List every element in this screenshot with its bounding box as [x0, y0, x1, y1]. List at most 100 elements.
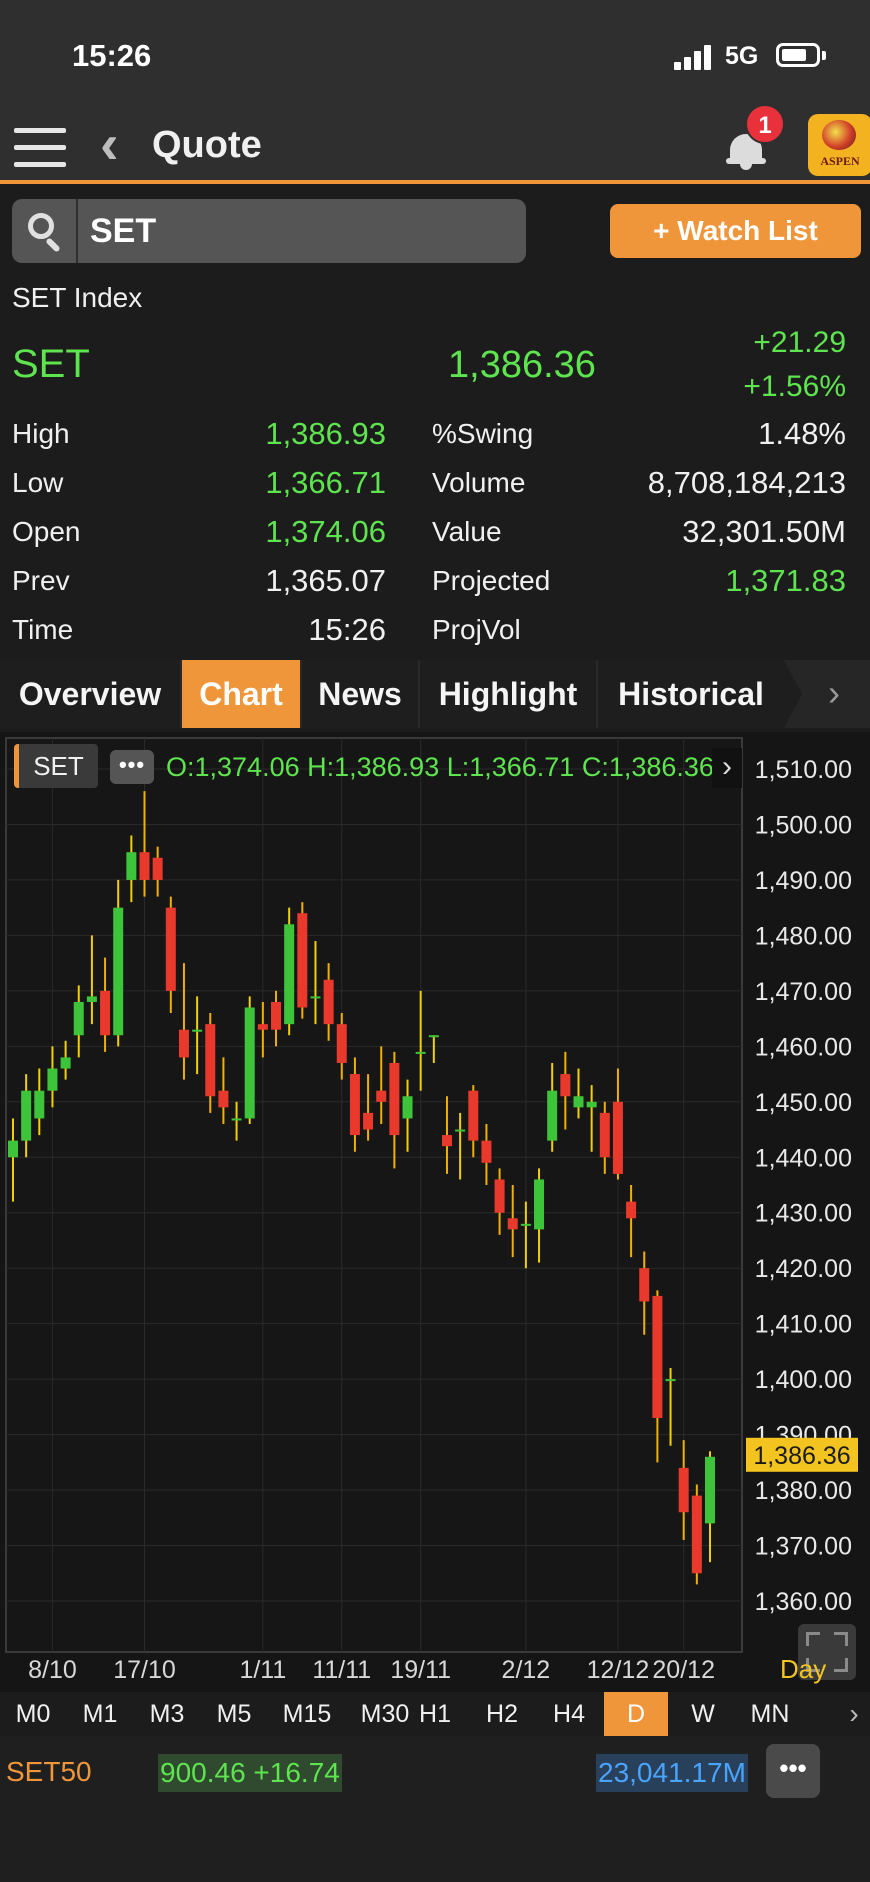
- candle-body: [323, 979, 334, 1025]
- plot-frame: [5, 737, 743, 1653]
- timeframe-h1[interactable]: H1: [419, 1700, 451, 1728]
- add-watchlist-button[interactable]: + Watch List: [610, 204, 861, 258]
- candle-body: [47, 1068, 58, 1091]
- price-change: +21.29: [753, 326, 846, 359]
- y-tick-label: 1,480.00: [755, 922, 852, 950]
- y-tick-label: 1,430.00: [755, 1200, 852, 1228]
- candle-body: [257, 1024, 268, 1030]
- y-tick-label: 1,510.00: [755, 756, 852, 784]
- y-tick-label: 1,370.00: [755, 1533, 852, 1561]
- timeframe-mn[interactable]: MN: [750, 1700, 790, 1728]
- stat-label-projected: Projected: [432, 565, 551, 596]
- index-name: SET Index: [12, 282, 143, 313]
- ticker-symbol[interactable]: SET50: [6, 1756, 92, 1787]
- candle-body: [573, 1096, 584, 1108]
- candlestick-chart[interactable]: 1,510.00 1,500.00 1,490.00 1,480.00 1,470.00…: [0, 732, 870, 1692]
- last-price-tag-label: 1,386.36: [753, 1442, 850, 1470]
- candle-body: [139, 852, 150, 880]
- ticker-value: 23,041.17M: [596, 1754, 748, 1792]
- search-divider: [76, 199, 78, 263]
- stat-label-prev: Prev: [12, 565, 70, 596]
- chart-area[interactable]: 1,510.00 1,500.00 1,490.00 1,480.00 1,470.00…: [0, 732, 870, 1692]
- timeframe-m15[interactable]: M15: [282, 1700, 332, 1728]
- y-tick-label: 1,440.00: [755, 1144, 852, 1172]
- status-bar: 15:26 5G: [0, 0, 870, 110]
- stat-value-time: 15:26: [308, 612, 386, 647]
- tab-chart[interactable]: Chart: [182, 660, 300, 728]
- tab-news[interactable]: News: [302, 660, 418, 728]
- stat-value-value: 32,301.50M: [682, 514, 846, 549]
- x-tick-label: 20/12: [652, 1656, 715, 1684]
- fullscreen-icon[interactable]: [798, 1624, 856, 1680]
- timeframe-m30[interactable]: M30: [360, 1700, 410, 1728]
- page-title: Quote: [152, 124, 262, 166]
- tab-overview[interactable]: Overview: [0, 660, 180, 728]
- tabs-scroll-right-icon[interactable]: ›: [784, 660, 870, 728]
- candle-body: [86, 996, 97, 1002]
- timeframe-h4[interactable]: H4: [553, 1700, 585, 1728]
- tab-historical[interactable]: Historical: [598, 660, 784, 728]
- timeframe-m3[interactable]: M3: [149, 1700, 185, 1728]
- candle-body: [205, 1024, 216, 1097]
- quote-symbol: SET: [12, 342, 90, 386]
- y-tick-label: 1,420.00: [755, 1255, 852, 1283]
- search-input[interactable]: [90, 199, 510, 263]
- candle-body: [244, 1007, 255, 1119]
- x-tick-label: 1/11: [239, 1656, 286, 1684]
- legend-expand-icon[interactable]: ›: [712, 748, 742, 788]
- stat-label-projvol: ProjVol: [432, 614, 521, 645]
- candle-body: [363, 1112, 374, 1130]
- candle-body: [507, 1218, 518, 1230]
- candle-body: [705, 1456, 715, 1524]
- timeframe-scroll-right-icon[interactable]: ›: [838, 1692, 870, 1736]
- timeframe-m0[interactable]: M0: [15, 1700, 51, 1728]
- stat-label-volume: Volume: [432, 467, 526, 498]
- nav-bar: ‹ Quote: [0, 110, 870, 184]
- candle-body: [402, 1096, 413, 1119]
- ticker-more-button[interactable]: •••: [766, 1744, 820, 1798]
- x-tick-label: 17/10: [113, 1656, 176, 1684]
- candle-body: [599, 1112, 610, 1158]
- candle-body: [336, 1024, 347, 1063]
- bottom-ticker[interactable]: SET50 900.46 +16.74 23,041.17M •••: [0, 1736, 870, 1882]
- last-price-tag: [746, 1437, 858, 1472]
- timeframe-d[interactable]: D: [604, 1692, 668, 1736]
- signal-icon: [674, 44, 714, 70]
- stat-label-high: High: [12, 418, 70, 449]
- candle-body: [389, 1062, 400, 1136]
- candle-body: [34, 1090, 45, 1119]
- ticker-price: 900.46 +16.74: [158, 1754, 342, 1792]
- network-type: 5G: [725, 42, 759, 70]
- timeframe-m5[interactable]: M5: [216, 1700, 252, 1728]
- timeframe-h2[interactable]: H2: [486, 1700, 518, 1728]
- candle-body: [652, 1295, 663, 1418]
- tab-highlight[interactable]: Highlight: [420, 660, 596, 728]
- search-icon[interactable]: [20, 207, 68, 255]
- candle-body: [100, 990, 111, 1036]
- aspen-logo[interactable]: ASPEN: [808, 114, 870, 176]
- chart-options-button[interactable]: •••: [110, 750, 154, 784]
- y-tick-label: 1,410.00: [755, 1311, 852, 1339]
- candle-body: [639, 1268, 650, 1302]
- stat-value-volume: 8,708,184,213: [647, 465, 846, 500]
- candle-body: [126, 852, 137, 880]
- timeframe-m1[interactable]: M1: [82, 1700, 118, 1728]
- x-tick-label: 12/12: [587, 1656, 650, 1684]
- candle-body: [612, 1101, 623, 1174]
- candle-body: [455, 1129, 466, 1132]
- y-tick-label: 1,400.00: [755, 1366, 852, 1394]
- search-box[interactable]: [12, 199, 526, 263]
- chart-symbol-chip[interactable]: SET: [14, 744, 98, 788]
- candle-body: [310, 996, 321, 999]
- candle-body: [376, 1090, 387, 1102]
- x-tick-label: 8/10: [28, 1656, 77, 1684]
- stat-label-value: Value: [432, 516, 502, 547]
- candle-body: [586, 1101, 597, 1108]
- timeframe-bar: M0 M1 M3 M5 M15 M30 H1 H2 H4 D W MN ›: [0, 1692, 870, 1736]
- notification-badge[interactable]: 1: [745, 104, 785, 144]
- back-chevron-icon[interactable]: ‹: [100, 112, 119, 175]
- menu-icon[interactable]: [14, 128, 66, 168]
- timeframe-w[interactable]: W: [691, 1700, 715, 1728]
- price-change-percent: +1.56%: [743, 370, 846, 403]
- y-tick-label: 1,460.00: [755, 1033, 852, 1061]
